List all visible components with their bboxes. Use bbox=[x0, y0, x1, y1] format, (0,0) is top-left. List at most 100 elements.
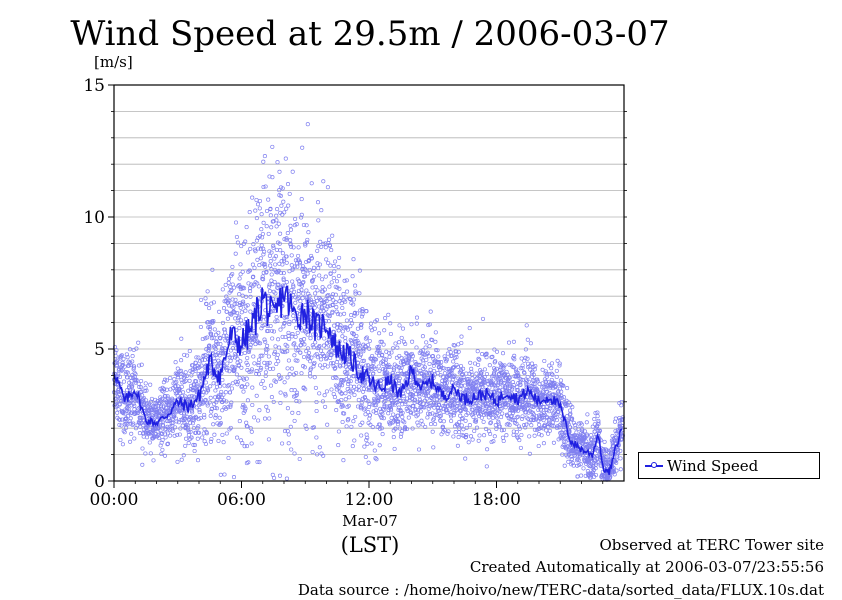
wind-speed-point bbox=[275, 207, 280, 212]
wind-speed-point bbox=[425, 415, 430, 420]
wind-speed-point bbox=[264, 208, 270, 214]
wind-speed-point bbox=[340, 305, 345, 311]
wind-speed-point bbox=[613, 416, 618, 421]
wind-speed-point bbox=[391, 435, 396, 440]
wind-speed-point bbox=[370, 353, 375, 359]
wind-speed-point bbox=[172, 433, 177, 438]
wind-speed-point bbox=[226, 383, 231, 388]
wind-speed-point bbox=[205, 335, 210, 340]
wind-speed-point bbox=[372, 326, 377, 331]
wind-speed-point bbox=[348, 379, 353, 384]
wind-speed-point bbox=[568, 411, 573, 416]
wind-speed-point bbox=[195, 458, 201, 463]
wind-speed-point bbox=[183, 370, 188, 375]
wind-speed-point bbox=[268, 213, 273, 218]
wind-speed-point bbox=[507, 385, 513, 390]
wind-speed-point bbox=[575, 457, 580, 462]
wind-speed-point bbox=[196, 424, 201, 429]
wind-speed-point bbox=[383, 357, 389, 362]
wind-speed-point bbox=[372, 448, 377, 453]
wind-speed-point bbox=[445, 410, 450, 415]
wind-speed-point bbox=[177, 387, 182, 392]
wind-speed-point bbox=[261, 220, 266, 225]
wind-speed-point bbox=[266, 231, 271, 236]
wind-speed-point bbox=[237, 276, 242, 281]
wind-speed-point bbox=[253, 208, 258, 213]
wind-speed-point bbox=[256, 363, 261, 368]
wind-speed-point bbox=[278, 193, 283, 198]
wind-speed-point bbox=[242, 444, 247, 449]
wind-speed-point bbox=[269, 272, 274, 277]
wind-speed-point bbox=[369, 441, 374, 446]
wind-speed-point bbox=[525, 374, 530, 380]
wind-speed-point bbox=[237, 314, 242, 319]
wind-speed-point bbox=[282, 380, 287, 385]
wind-speed-point bbox=[274, 247, 279, 252]
wind-speed-point bbox=[353, 414, 358, 419]
wind-speed-point bbox=[249, 369, 254, 374]
wind-speed-point bbox=[458, 409, 463, 414]
wind-speed-point bbox=[481, 398, 486, 403]
wind-speed-point bbox=[134, 377, 139, 382]
wind-speed-point bbox=[554, 418, 559, 423]
wind-speed-point bbox=[324, 345, 329, 350]
wind-speed-point bbox=[228, 404, 233, 409]
wind-speed-point bbox=[560, 383, 565, 388]
wind-speed-point bbox=[402, 361, 407, 366]
wind-speed-point bbox=[418, 400, 423, 405]
wind-speed-point bbox=[338, 312, 343, 317]
wind-speed-point bbox=[396, 407, 401, 412]
wind-speed-point bbox=[284, 237, 289, 242]
wind-speed-point bbox=[158, 428, 163, 433]
wind-speed-point bbox=[289, 447, 294, 452]
wind-speed-point bbox=[213, 388, 218, 393]
wind-speed-point bbox=[513, 367, 519, 372]
wind-speed-point bbox=[292, 264, 297, 269]
wind-speed-point bbox=[265, 362, 270, 367]
wind-speed-point bbox=[131, 365, 136, 370]
wind-speed-point bbox=[340, 383, 345, 388]
wind-speed-point bbox=[325, 185, 330, 190]
wind-speed-point bbox=[356, 351, 361, 356]
wind-speed-point bbox=[294, 392, 299, 397]
wind-speed-point bbox=[555, 425, 560, 431]
wind-speed-point bbox=[272, 279, 277, 285]
wind-speed-point bbox=[476, 356, 481, 361]
footer-source-note: Data source : /home/hoivo/new/TERC-data/… bbox=[297, 581, 824, 599]
mean-line-layer bbox=[113, 285, 623, 475]
wind-speed-point bbox=[580, 426, 585, 432]
wind-speed-point bbox=[315, 248, 320, 253]
wind-speed-point bbox=[279, 270, 284, 276]
wind-speed-point bbox=[310, 285, 315, 290]
wind-speed-point bbox=[235, 310, 240, 316]
wind-speed-point bbox=[245, 362, 250, 368]
wind-speed-point bbox=[286, 432, 291, 437]
wind-speed-point bbox=[299, 215, 304, 220]
wind-speed-point bbox=[161, 389, 166, 394]
y-tick-label: 15 bbox=[83, 76, 105, 96]
wind-speed-point bbox=[451, 365, 456, 370]
wind-speed-point bbox=[377, 426, 383, 431]
wind-speed-point bbox=[268, 383, 274, 388]
wind-speed-point bbox=[515, 387, 520, 392]
wind-speed-point bbox=[285, 182, 291, 187]
wind-speed-point bbox=[429, 403, 434, 408]
wind-speed-point bbox=[499, 415, 504, 420]
wind-speed-point bbox=[343, 397, 348, 402]
wind-speed-point bbox=[304, 223, 309, 228]
wind-speed-point bbox=[163, 393, 168, 399]
wind-speed-point bbox=[523, 410, 528, 415]
wind-speed-point bbox=[454, 355, 459, 360]
wind-speed-point bbox=[127, 347, 133, 352]
wind-speed-point bbox=[414, 321, 419, 326]
wind-speed-point bbox=[501, 364, 506, 369]
wind-speed-point bbox=[565, 386, 570, 391]
wind-speed-point bbox=[482, 433, 487, 438]
wind-speed-point bbox=[256, 372, 262, 377]
wind-speed-point bbox=[546, 371, 551, 377]
wind-speed-point bbox=[161, 380, 166, 385]
wind-speed-point bbox=[265, 343, 270, 348]
wind-speed-point bbox=[344, 278, 349, 283]
wind-speed-point bbox=[536, 432, 542, 437]
